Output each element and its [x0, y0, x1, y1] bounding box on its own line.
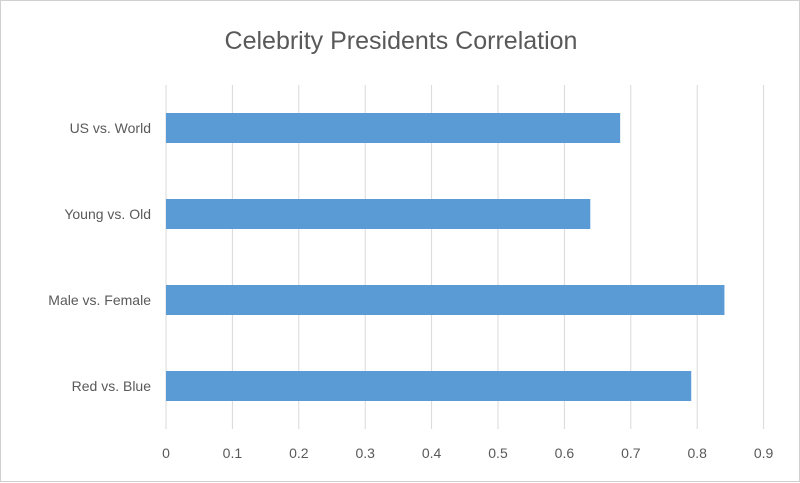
chart-title: Celebrity Presidents Correlation: [225, 27, 578, 55]
x-tick-label: 0.4: [422, 445, 442, 461]
x-tick-label: 0.6: [555, 445, 575, 461]
category-label: Red vs. Blue: [72, 378, 152, 394]
x-tick-label: 0.1: [223, 445, 243, 461]
x-tick-label: 0.3: [355, 445, 375, 461]
bar: [166, 199, 591, 229]
category-label: Male vs. Female: [48, 292, 151, 308]
x-tick-label: 0: [162, 445, 170, 461]
x-tick-label: 0.5: [488, 445, 508, 461]
x-tick-label: 0.2: [289, 445, 309, 461]
x-tick-label: 0.9: [754, 445, 774, 461]
bar: [166, 113, 621, 143]
x-tick-label: 0.8: [687, 445, 707, 461]
bar: [166, 285, 725, 315]
category-label: US vs. World: [70, 120, 151, 136]
bar: [166, 371, 692, 401]
x-tick-label: 0.7: [621, 445, 641, 461]
category-label: Young vs. Old: [64, 206, 151, 222]
